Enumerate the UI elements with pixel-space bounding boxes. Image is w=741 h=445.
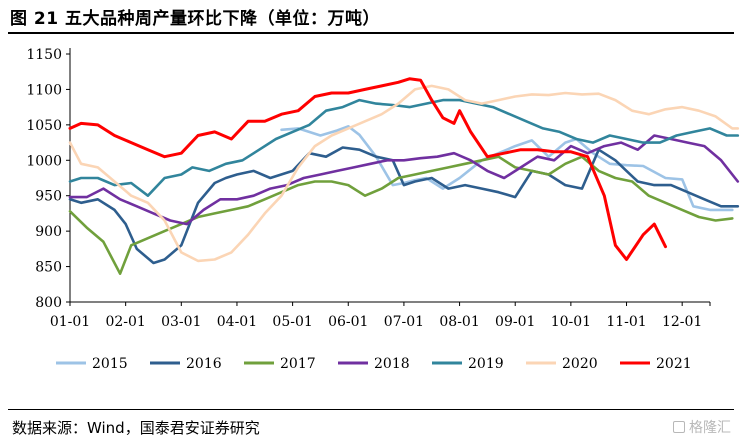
y-tick-label: 1000 [26,153,62,169]
x-tick-label: 10-01 [551,314,591,330]
x-tick-label: 06-01 [328,314,368,330]
legend-label-2018: 2018 [374,356,410,372]
chart-legend: 2015 2016 2017 2018 2019 2020 2021 [56,356,692,372]
x-tick-label: 11-01 [606,314,646,330]
y-tick-label: 1100 [26,82,62,98]
y-tick-label: 900 [35,224,62,240]
x-tick-label: 03-01 [161,314,201,330]
x-tick-label: 12-01 [662,314,702,330]
y-tick-label: 1050 [26,118,62,134]
x-tick-label: 07-01 [384,314,424,330]
watermark: 格隆汇 [673,417,731,437]
legend-label-2019: 2019 [468,356,504,372]
legend-label-2015: 2015 [92,356,128,372]
x-tick-label: 05-01 [272,314,312,330]
series-line-2021 [68,77,667,261]
series-line-2018 [68,134,740,226]
legend-label-2020: 2020 [562,356,598,372]
x-tick-label: 04-01 [217,314,257,330]
legend-label-2016: 2016 [186,356,222,372]
y-tick-label: 800 [35,295,62,311]
y-tick-label: 950 [35,189,62,205]
chart-axes: 800 850 900 950 1000 1050 1100 1150 01-01 02-01 03… [26,47,711,330]
x-tick-label: 01-01 [50,314,90,330]
line-chart: 800 850 900 950 1000 1050 1100 1150 01-01 02-01 03… [26,47,740,372]
y-tick-label: 1150 [26,47,62,63]
series-line-2019 [68,98,740,197]
x-tick-label: 02-01 [105,314,145,330]
watermark-text: 格隆汇 [689,420,731,436]
watermark-logo-icon [673,421,685,433]
legend-label-2017: 2017 [280,356,316,372]
x-tick-label: 09-01 [495,314,535,330]
chart-series [68,77,740,275]
series-line-2016 [68,146,740,265]
y-tick-label: 850 [35,260,62,276]
chart-title: 图 21 五大品种周产量环比下降（单位：万吨） [10,9,380,29]
source-divider [8,409,734,410]
series-line-2017 [68,155,734,275]
legend-label-2021: 2021 [656,356,692,372]
source-note: 数据来源：Wind，国泰君安证券研究 [12,419,260,437]
title-divider [8,32,734,34]
series-line-2020 [68,84,740,263]
x-tick-label: 08-01 [439,314,479,330]
